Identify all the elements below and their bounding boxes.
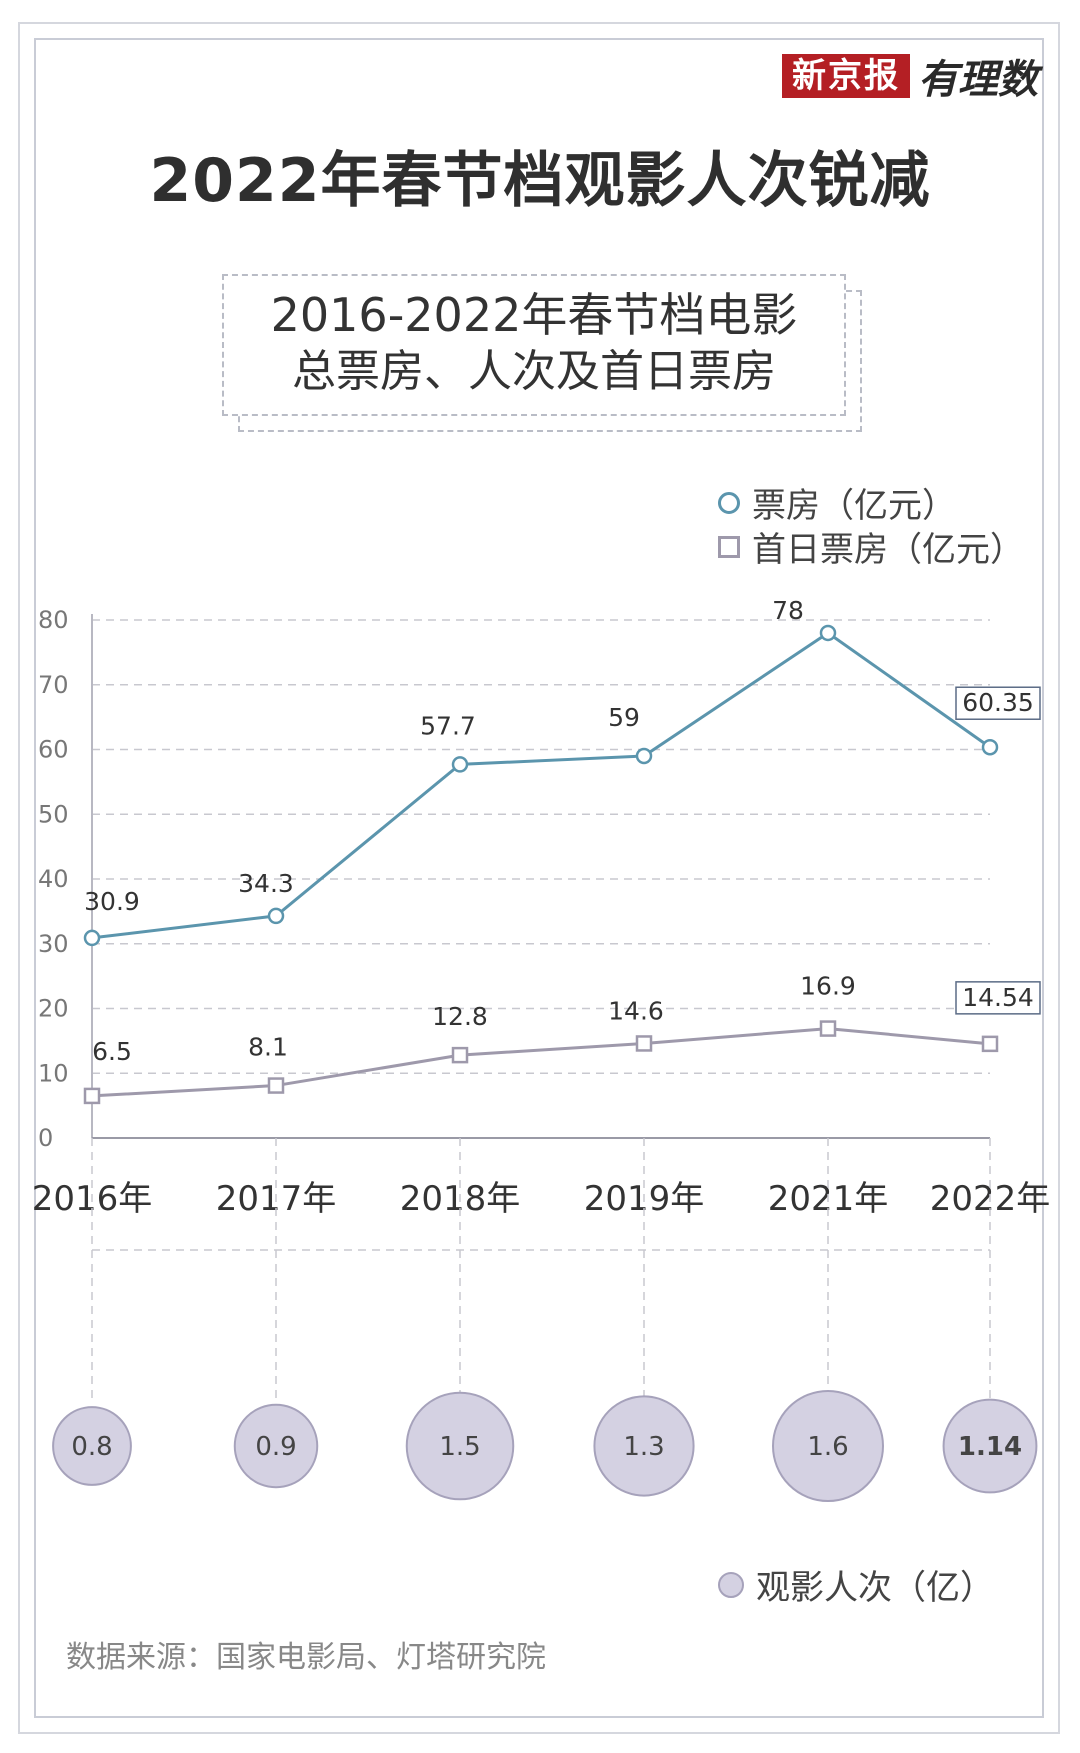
brand-tagline: 有理数 — [918, 56, 1038, 103]
data-label: 57.7 — [420, 711, 476, 740]
data-label: 12.8 — [432, 1002, 488, 1031]
audience-bubble — [233, 1403, 319, 1489]
data-point-square — [83, 1087, 101, 1105]
data-point-square — [635, 1035, 653, 1052]
bubble-label: 1.6 — [807, 1432, 848, 1462]
y-tick-label: 30 — [38, 930, 69, 958]
bubble-label: 0.8 — [71, 1432, 112, 1462]
audience-bubble — [772, 1390, 884, 1502]
data-point-square — [819, 1020, 837, 1037]
data-point-circle — [83, 929, 101, 947]
legend-box-office-label: 票房（亿元） — [752, 486, 956, 526]
bubble-label: 1.3 — [623, 1432, 664, 1462]
series-line — [91, 631, 991, 940]
data-point-circle — [635, 747, 653, 765]
circle-marker-icon — [718, 491, 740, 514]
data-label: 59 — [608, 703, 640, 732]
legend-audience-label: 观影人次（亿） — [756, 1568, 994, 1608]
brand-name: 新京报 — [782, 54, 910, 98]
data-point-square — [981, 1035, 999, 1053]
data-label: 8.1 — [248, 1033, 288, 1062]
data-point-circle — [819, 624, 837, 642]
data-label: 30.9 — [84, 887, 140, 916]
subtitle-box: 2016-2022年春节档电影 总票房、人次及首日票房 — [222, 274, 846, 416]
legend-first-day: 首日票房（亿元） — [718, 522, 1024, 571]
brand-logo: 新京报 有理数 — [782, 50, 1038, 103]
bubble-label: 0.9 — [255, 1432, 296, 1462]
y-tick-label: 10 — [38, 1059, 69, 1087]
y-tick-label: 40 — [38, 865, 69, 893]
data-label: 6.5 — [92, 1037, 132, 1066]
legend-box-office: 票房（亿元） — [718, 478, 956, 527]
data-point-circle — [267, 907, 285, 925]
square-marker-icon — [718, 535, 740, 558]
audience-bubble — [405, 1391, 515, 1501]
data-point-circle — [451, 756, 469, 773]
subtitle-line2: 总票房、人次及首日票房 — [292, 346, 776, 397]
y-tick-label: 50 — [38, 800, 69, 828]
data-source: 数据来源：国家电影局、灯塔研究院 — [66, 1640, 546, 1675]
series-line — [91, 1027, 991, 1098]
data-label: 16.9 — [800, 972, 856, 1001]
bubble-label: 1.14 — [958, 1432, 1022, 1462]
bubble-label: 1.5 — [439, 1432, 480, 1462]
outer-frame — [18, 22, 1060, 1734]
subtitle-line1: 2016-2022年春节档电影 — [270, 288, 798, 342]
data-label: 60.35 — [962, 688, 1034, 717]
legend-first-day-label: 首日票房（亿元） — [752, 530, 1024, 570]
bubble-marker-icon — [718, 1571, 744, 1598]
data-point-square — [451, 1046, 469, 1064]
data-label: 78 — [772, 596, 804, 625]
audience-bubble — [52, 1406, 132, 1486]
page-title: 2022年春节档观影人次锐减 — [149, 146, 931, 216]
data-label: 14.6 — [608, 996, 664, 1025]
y-tick-label: 80 — [38, 606, 69, 634]
y-tick-label: 0 — [38, 1124, 53, 1152]
data-point-circle — [981, 738, 999, 756]
audience-bubble — [942, 1398, 1038, 1494]
legend-audience: 观影人次（亿） — [718, 1560, 994, 1609]
data-label-box — [955, 686, 1041, 720]
y-tick-label: 20 — [38, 995, 69, 1023]
data-point-square — [267, 1077, 285, 1094]
inner-frame — [34, 38, 1044, 1718]
y-tick-label: 70 — [38, 671, 69, 699]
data-label: 14.54 — [962, 983, 1034, 1012]
data-label: 34.3 — [238, 869, 294, 898]
y-tick-label: 60 — [38, 736, 69, 764]
data-label-box — [955, 981, 1041, 1015]
audience-bubble — [593, 1395, 695, 1497]
